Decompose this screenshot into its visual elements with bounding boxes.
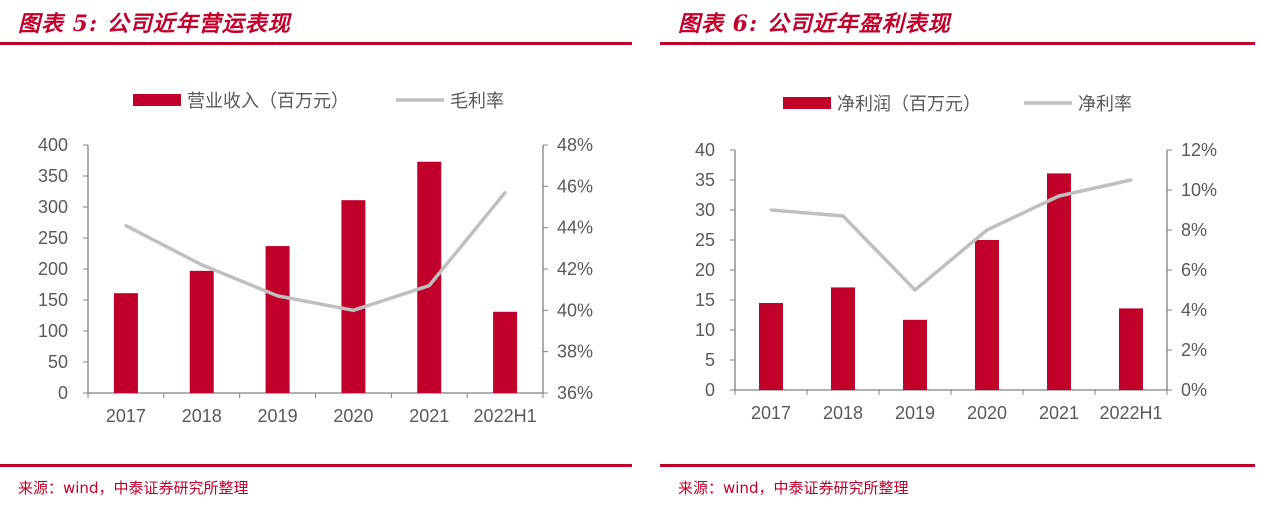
x-tick-label: 2022H1 [1099,403,1162,423]
left-tick-label: 10 [695,320,715,340]
right-tick-label: 44% [557,218,593,238]
left-tick-label: 5 [705,350,715,370]
x-tick-label: 2017 [751,403,791,423]
line-point-2021 [427,284,431,288]
profit-margin-chart: 0 5 10 15 20 25 30 35 40 0% 2% 4% 6% 8% 10% 12% 2017 2018… [695,94,1217,423]
x-tick-label: 2018 [182,406,222,426]
left-tick-label: 15 [695,290,715,310]
left-tick-label: 400 [38,135,68,155]
line-point-2017 [124,224,128,228]
left-tick-label: 150 [38,290,68,310]
legend-line-label: 毛利率 [450,91,504,111]
bar-2022H1 [493,311,518,393]
left-tick-label: 20 [695,260,715,280]
chart-title: 图表 5: 公司近年营运表现 [18,11,291,37]
right-tick-label: 8% [1181,220,1207,240]
line-point-2020 [351,308,355,312]
left-tick-label: 30 [695,200,715,220]
bar-2019 [903,319,927,390]
bar-2019 [265,246,290,393]
footer-divider [0,464,632,467]
right-tick-label: 4% [1181,300,1207,320]
x-tick-label: 2021 [1039,403,1079,423]
right-tick-label: 46% [557,176,593,196]
bar-2021 [1047,173,1071,390]
line-point-2022H1 [503,191,507,195]
panel-operations: 图表 5: 公司近年营运表现 0 50 100 150 200 250 300 350 400 3… [0,0,632,507]
left-tick-label: 0 [58,383,68,403]
title-divider [660,42,1255,45]
bar-2018 [831,287,855,390]
footer-divider [660,464,1255,467]
bar-2017 [759,303,783,390]
right-tick-label: 36% [557,383,593,403]
line-point-2019 [913,288,917,292]
line-series [770,178,1132,292]
line-point-2017 [769,208,773,212]
x-tick-label: 2021 [409,406,449,426]
left-tick-label: 100 [38,321,68,341]
source-note: 来源：wind，中泰证券研究所整理 [678,479,909,497]
legend-bar-swatch [133,94,181,106]
left-tick-label: 300 [38,197,68,217]
revenue-margin-chart: 0 50 100 150 200 250 300 350 400 36% 38% 40% 42% 44% 4… [38,91,593,426]
right-tick-label: 10% [1181,180,1217,200]
bar-2022H1 [1119,308,1143,390]
left-tick-label: 35 [695,170,715,190]
chart-title: 图表 6: 公司近年盈利表现 [678,11,951,37]
left-tick-label: 50 [48,352,68,372]
right-tick-label: 0% [1181,380,1207,400]
right-tick-label: 12% [1181,140,1217,160]
x-tick-label: 2018 [823,403,863,423]
right-tick-label: 2% [1181,340,1207,360]
legend-bar-swatch [783,97,831,109]
line-point-2022H1 [1129,178,1133,182]
right-tick-label: 42% [557,259,593,279]
line-series [125,191,507,313]
right-tick-label: 40% [557,300,593,320]
left-tick-label: 200 [38,259,68,279]
title-divider [0,42,632,45]
line-point-2019 [276,294,280,298]
x-tick-label: 2020 [333,406,373,426]
right-tick-label: 38% [557,342,593,362]
legend-line-label: 净利率 [1078,94,1132,114]
x-tick-label: 2020 [967,403,1007,423]
panel-profitability: 图表 6: 公司近年盈利表现 0 5 10 15 20 25 30 35 40 0% 2% 4% 6% 8… [660,0,1255,507]
left-tick-label: 40 [695,140,715,160]
x-tick-label: 2019 [895,403,935,423]
x-tick-label: 2022H1 [474,406,537,426]
left-tick-label: 0 [705,380,715,400]
bar-2020 [341,200,366,393]
line-point-2018 [841,214,845,218]
line-point-2020 [985,228,989,232]
right-tick-label: 48% [557,135,593,155]
bar-2017 [113,293,138,393]
source-note: 来源：wind，中泰证券研究所整理 [18,479,249,497]
left-tick-label: 350 [38,166,68,186]
line-point-2018 [200,263,204,267]
left-tick-label: 25 [695,230,715,250]
legend-bar-label: 营业收入（百万元） [187,91,349,111]
right-tick-label: 6% [1181,260,1207,280]
bar-2018 [189,270,214,393]
legend-bar-label: 净利润（百万元） [837,94,981,114]
line-point-2021 [1057,194,1061,198]
x-tick-label: 2017 [106,406,146,426]
bar-2020 [975,240,999,390]
left-tick-label: 250 [38,228,68,248]
x-tick-label: 2019 [258,406,298,426]
